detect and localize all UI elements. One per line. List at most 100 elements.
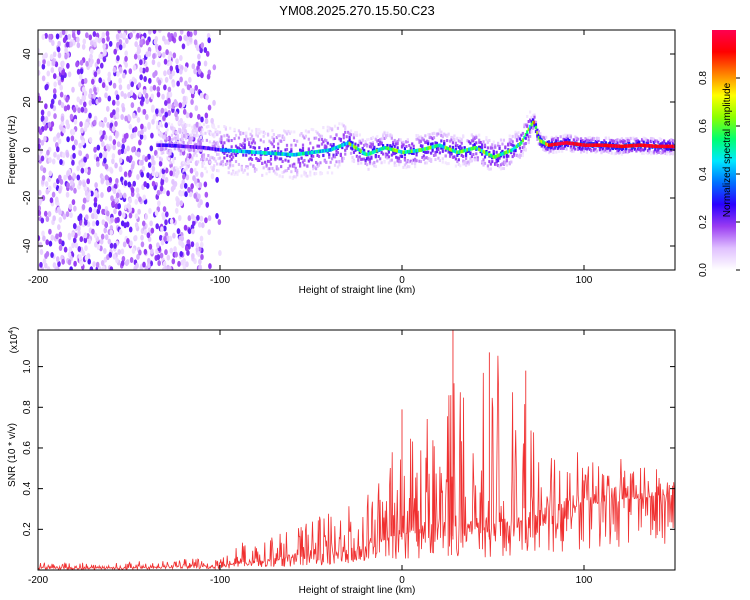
spectrogram-band-cell	[163, 166, 166, 170]
spectrogram-band-cell	[533, 115, 536, 119]
spectrogram-band-cell	[191, 156, 194, 160]
spectrogram-noise-cell	[38, 205, 42, 212]
spectrogram-noise-cell	[42, 167, 47, 174]
spectrogram-band-cell	[431, 137, 434, 141]
spectrogram-band-cell	[218, 130, 222, 134]
spectrogram-noise-cell	[79, 99, 83, 106]
spectrogram-band-cell	[240, 166, 243, 170]
spectrogram-band-cell	[492, 149, 495, 153]
spectrogram-noise-cell	[83, 156, 87, 163]
spectrogram-band-cell	[600, 141, 603, 145]
spectrogram-noise-cell	[181, 88, 185, 95]
spectrogram-band-cell	[370, 156, 373, 160]
spectrogram-ridge-cell	[612, 144, 615, 148]
spectrogram-band-cell	[249, 156, 252, 160]
spectrogram-band-cell	[390, 153, 393, 157]
spectrogram-band-cell	[559, 135, 562, 139]
spectrogram-noise-cell	[157, 260, 161, 267]
spectrogram-band-cell	[469, 159, 472, 163]
spectrogram-band-cell	[333, 124, 337, 128]
spectrogram-band-cell	[545, 147, 548, 151]
spectrogram-noise-cell	[101, 208, 105, 215]
spectrogram-noise-cell	[157, 79, 162, 86]
spectrogram-noise-cell	[193, 178, 198, 185]
spectrogram-band-cell	[424, 161, 427, 165]
spectrogram-band-cell	[189, 133, 192, 137]
spectrogram-band-cell	[381, 132, 385, 136]
spectrogram-band-cell	[470, 159, 473, 163]
colorbar-tick-label: 0.0	[698, 263, 709, 277]
spectrogram-band-cell	[598, 148, 602, 152]
spectrogram-noise-cell	[86, 194, 90, 201]
spectrogram-band-cell	[284, 148, 287, 152]
spectrogram-band-cell	[569, 145, 573, 149]
spectrogram-noise-cell	[61, 30, 66, 36]
spectrogram-noise-cell	[205, 94, 209, 101]
spectrogram-noise-cell	[151, 180, 156, 187]
spectrogram-ridge-cell	[188, 144, 191, 149]
spectrogram-band-cell	[208, 156, 211, 160]
spectrogram-noise-cell	[201, 222, 205, 229]
spectrogram-band-cell	[514, 133, 517, 137]
spectrogram-ridge-cell	[577, 142, 580, 147]
spectrogram-band-cell	[220, 135, 223, 139]
spectrogram-noise-cell	[56, 154, 61, 161]
spectrogram-band-cell	[175, 139, 178, 143]
spectrogram-ridge-cell	[243, 149, 246, 154]
spectrogram-band-cell	[360, 161, 363, 165]
spectrogram-noise-cell	[140, 123, 144, 130]
spectrogram-band-cell	[291, 164, 294, 168]
spectrogram-band-cell	[594, 150, 597, 154]
spectrogram-noise-cell	[49, 54, 54, 61]
spectrogram-band-cell	[518, 137, 522, 141]
spectrogram-band-cell	[277, 150, 280, 154]
spectrogram-band-cell	[297, 157, 300, 161]
spectrogram-band-cell	[499, 167, 503, 171]
spectrogram-noise-cell	[137, 106, 141, 113]
spectrogram-band-cell	[373, 148, 376, 152]
spectrogram-noise-cell	[133, 126, 138, 133]
spectrogram-band-cell	[521, 154, 524, 158]
spectrogram-band-cell	[501, 166, 504, 170]
spectrogram-ridge-cell	[562, 141, 565, 146]
spectrogram-noise-cell	[179, 251, 183, 258]
spectrogram-ridge-cell	[156, 143, 159, 147]
spectrogram-band-cell	[428, 157, 431, 161]
spectrogram-noise-cell	[122, 192, 127, 199]
spectrogram-noise-cell	[134, 41, 138, 48]
spectrogram-ridge-cell	[250, 150, 254, 154]
spectrogram-band-cell	[432, 131, 436, 135]
spectrogram-band-cell	[293, 175, 296, 179]
spectrogram-noise-cell	[155, 108, 159, 115]
spectrogram-band-cell	[435, 146, 439, 150]
spectrogram-ridge-cell	[331, 147, 334, 152]
spectrogram-band-cell	[156, 154, 159, 158]
spectrogram-band-cell	[186, 133, 190, 137]
spectrogram-ridge-cell	[309, 150, 312, 155]
spectrogram-noise-cell	[143, 229, 148, 236]
spectrogram-band-cell	[170, 133, 174, 137]
spectrogram-band-cell	[226, 159, 229, 163]
spectrogram-band-cell	[355, 131, 358, 135]
spectrogram-noise-cell	[41, 175, 46, 182]
spectrogram-noise-cell	[101, 82, 106, 89]
spectrogram-band-cell	[489, 146, 492, 150]
spectrogram-band-cell	[670, 149, 673, 153]
spectrogram-band-cell	[220, 162, 223, 166]
spectrogram-noise-cell	[127, 115, 132, 122]
spectrogram-band-cell	[652, 137, 655, 141]
spectrogram-band-cell	[303, 158, 306, 162]
spectrogram-ridge-cell	[176, 144, 179, 148]
spectrogram-band-cell	[185, 123, 188, 127]
spectrogram-band-cell	[588, 138, 591, 142]
spectrogram-band-cell	[282, 170, 286, 174]
spectrogram-band-cell	[178, 146, 181, 150]
spectrogram-band-cell	[213, 126, 216, 130]
spectrogram-ridge-cell	[208, 146, 211, 151]
spectrogram-band-cell	[441, 135, 444, 139]
spectrogram-band-cell	[374, 155, 377, 159]
spectrogram-noise-cell	[155, 171, 159, 178]
spectrogram-noise-cell	[93, 201, 98, 208]
spectrogram-noise-cell	[80, 106, 85, 113]
